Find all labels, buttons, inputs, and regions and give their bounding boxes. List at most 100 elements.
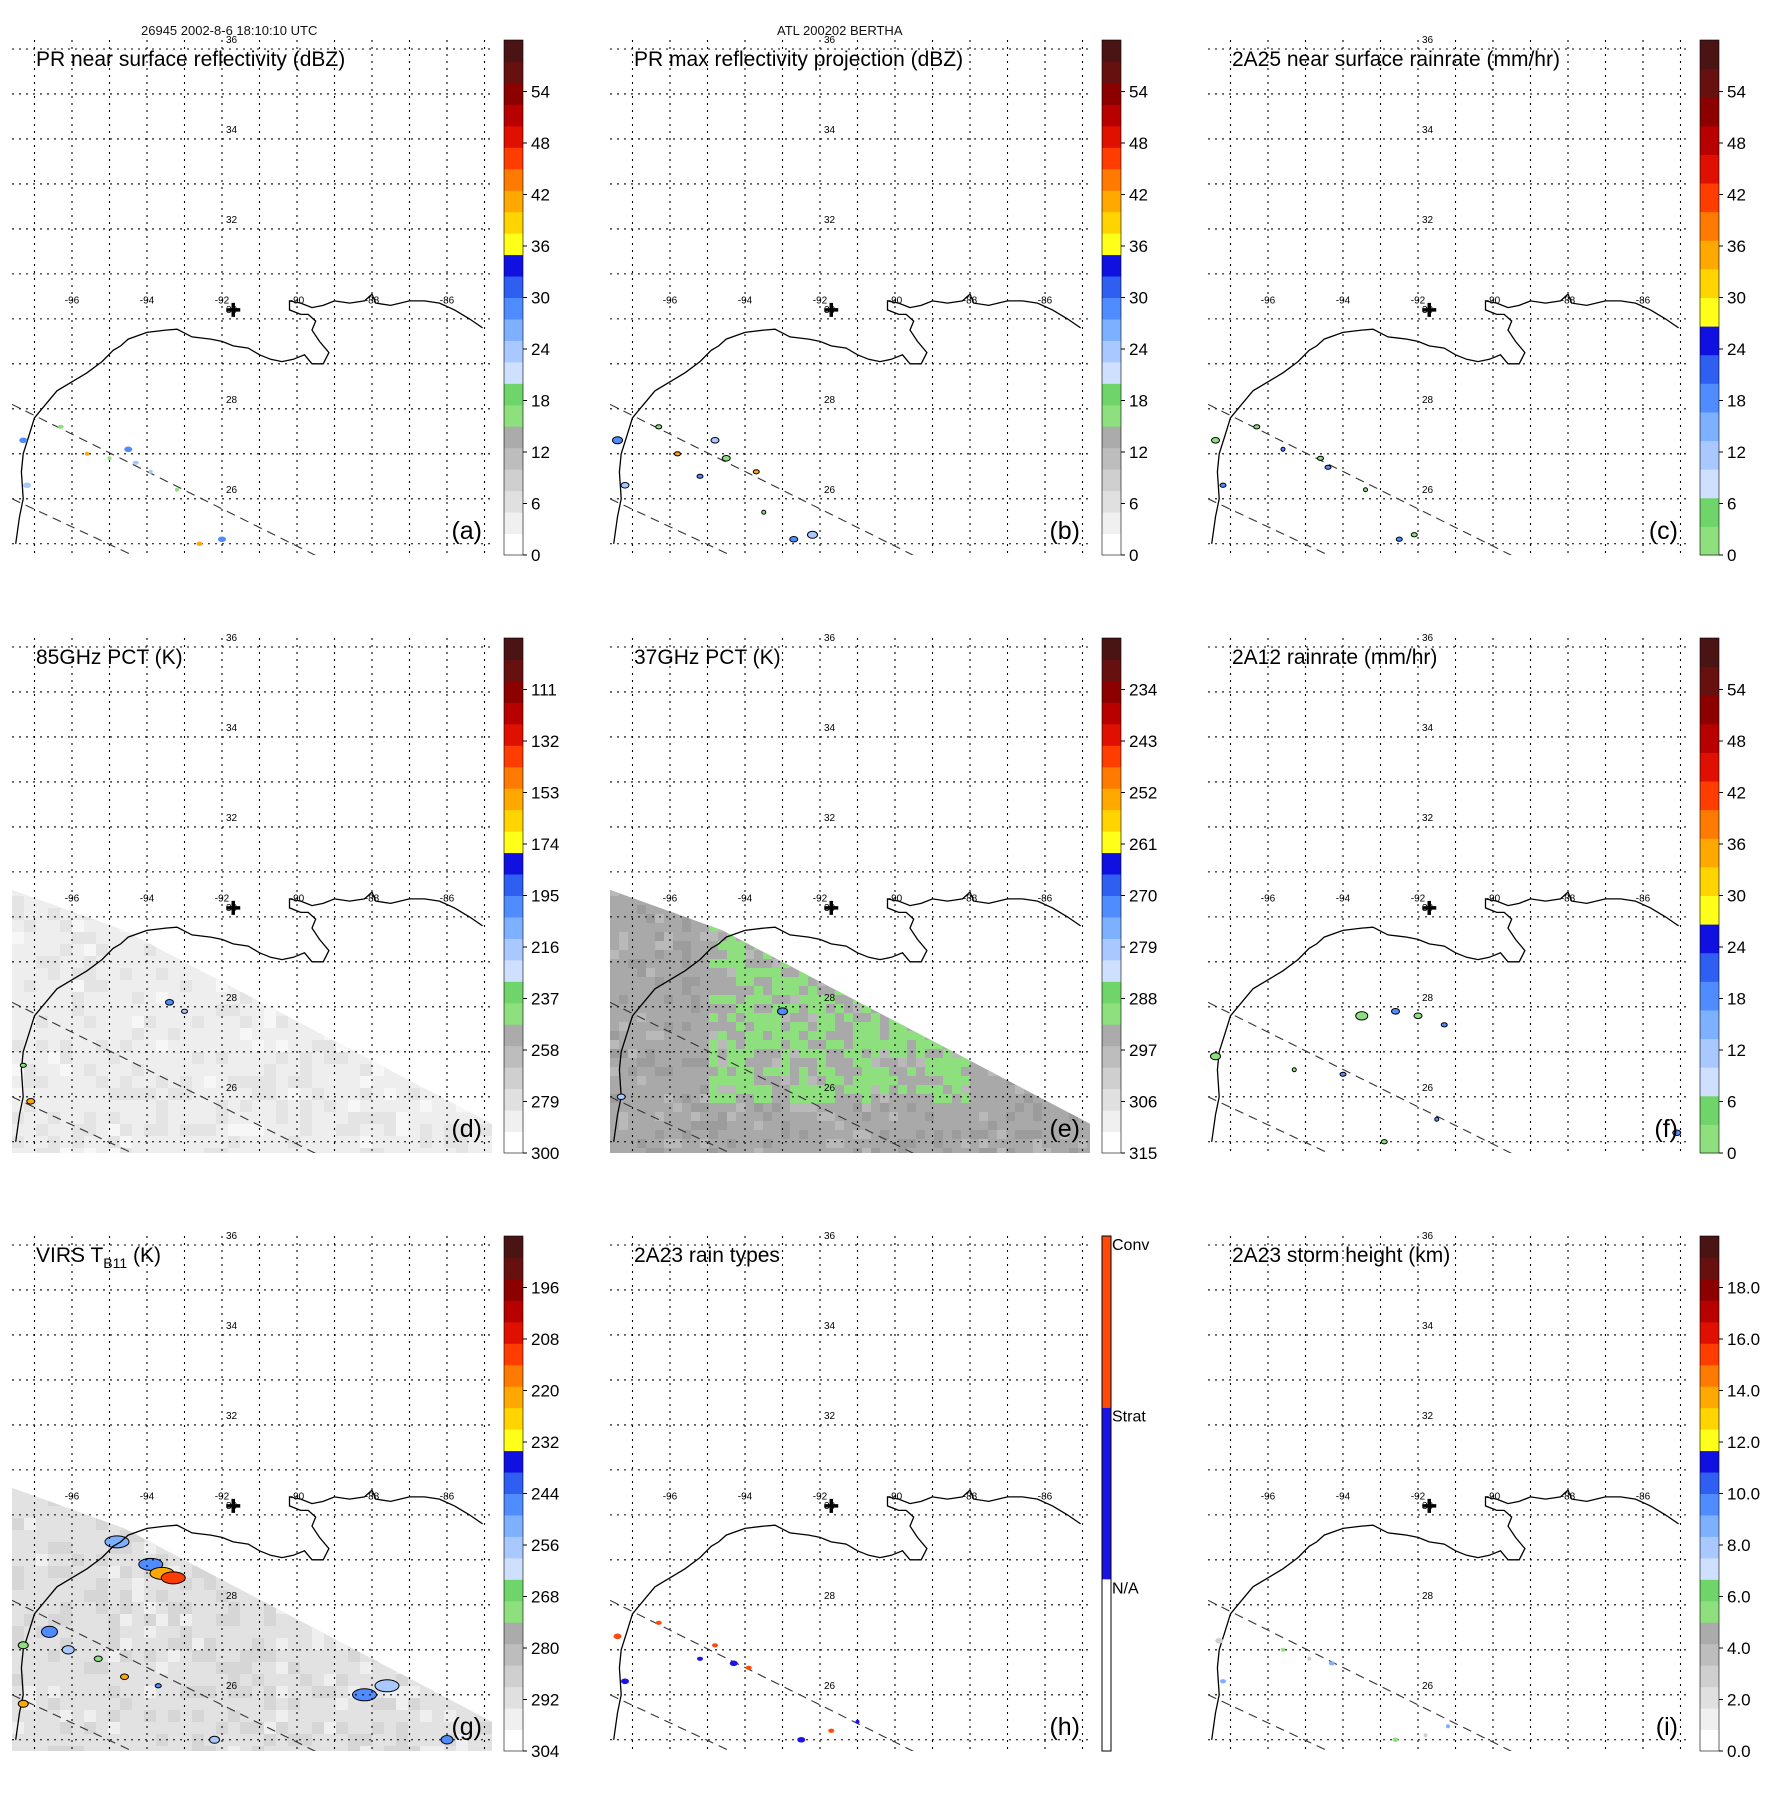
lon-label: -88 bbox=[365, 894, 380, 905]
graticule-g bbox=[12, 1236, 492, 1751]
lat-label: 36 bbox=[226, 35, 238, 46]
colorbar-tick-label: 196 bbox=[531, 1279, 559, 1298]
colorbar-tick-label: 30 bbox=[1129, 289, 1148, 308]
lon-label: -92 bbox=[813, 894, 828, 905]
colorbar-tick-label: 111 bbox=[531, 681, 557, 700]
panel-title: PR near surface reflectivity (dBZ) bbox=[36, 48, 345, 71]
lon-label: -94 bbox=[1336, 894, 1351, 905]
panel-letter: (f) bbox=[1654, 1115, 1678, 1143]
colorbar-h bbox=[1101, 1235, 1112, 1752]
lon-label: -88 bbox=[365, 1492, 380, 1503]
panel-g: -96 -94 -92 -90 -88 -86 36 34 32 30 28 26 VIRS TB11 … bbox=[12, 1231, 559, 1761]
graticule-a bbox=[12, 40, 492, 555]
colorbar-tick-label: N/A bbox=[1112, 1580, 1139, 1597]
colorbar-tick-label: 0 bbox=[1129, 546, 1138, 565]
lat-label: 32 bbox=[226, 1411, 238, 1422]
lon-label: -86 bbox=[440, 894, 455, 905]
precip-cell bbox=[209, 1735, 220, 1744]
lat-label: 28 bbox=[824, 993, 836, 1004]
colorbar-tick-label: 24 bbox=[531, 340, 550, 359]
lon-label: -86 bbox=[1636, 1492, 1651, 1503]
precip-cell bbox=[1211, 437, 1220, 444]
precip-cell bbox=[616, 1093, 626, 1101]
colorbar-tick-label: 8.0 bbox=[1727, 1536, 1751, 1555]
lon-label: -88 bbox=[963, 296, 978, 307]
lon-label: -94 bbox=[738, 296, 753, 307]
panel-title: 2A12 rainrate (mm/hr) bbox=[1232, 646, 1437, 669]
lon-label: -96 bbox=[1261, 296, 1276, 307]
lon-label: -96 bbox=[663, 894, 678, 905]
colorbar-tick-label: Conv bbox=[1112, 1237, 1149, 1254]
precip-cell bbox=[1307, 1656, 1312, 1661]
precip-cell bbox=[85, 451, 89, 456]
colorbar-i bbox=[1699, 1235, 1723, 1752]
cold-cloud-cell bbox=[104, 1535, 130, 1549]
colorbar-tick-label: 54 bbox=[531, 83, 550, 102]
colorbar-tick-label: 30 bbox=[1727, 887, 1746, 906]
storm-center-marker bbox=[1422, 1498, 1437, 1513]
lat-label: 26 bbox=[1422, 1681, 1434, 1692]
coastline bbox=[613, 890, 1081, 1142]
panel-title: 85GHz PCT (K) bbox=[36, 646, 183, 669]
colorbar-tick-label: 42 bbox=[1727, 186, 1746, 205]
pr-swath-edges-g bbox=[12, 1599, 317, 1751]
lon-label: -96 bbox=[663, 296, 678, 307]
pr-swath-edges-a bbox=[12, 403, 317, 555]
panel-title: PR max reflectivity projection (dBZ) bbox=[634, 48, 963, 71]
colorbar-b bbox=[1101, 39, 1125, 556]
lon-label: -94 bbox=[140, 296, 155, 307]
lon-label: -90 bbox=[1486, 894, 1501, 905]
colorbar-tick-label: 6 bbox=[531, 495, 540, 514]
panel-letter: (h) bbox=[1049, 1713, 1080, 1741]
lat-label: 32 bbox=[1422, 1411, 1434, 1422]
lon-label: -94 bbox=[140, 894, 155, 905]
precip-cell bbox=[712, 1643, 718, 1648]
lat-label: 26 bbox=[824, 1083, 836, 1094]
panel-f: -96 -94 -92 -90 -88 -86 36 34 32 30 28 26 2A12 rainr… bbox=[1208, 633, 1746, 1163]
lat-label: 34 bbox=[824, 125, 836, 136]
precip-cell bbox=[1392, 1737, 1399, 1742]
colorbar-tick-label: 42 bbox=[1727, 784, 1746, 803]
precip-cell bbox=[721, 454, 731, 462]
coastline bbox=[15, 292, 483, 544]
colorbar-tick-label: 12 bbox=[1129, 443, 1148, 462]
precip-cell bbox=[797, 1736, 806, 1743]
graticule-h bbox=[610, 1236, 1090, 1751]
lat-label: 32 bbox=[824, 215, 836, 226]
map-area-f bbox=[1208, 638, 1688, 1153]
colorbar-tick-label: 48 bbox=[1727, 732, 1746, 751]
panel-letter: (a) bbox=[451, 517, 482, 545]
precip-cell bbox=[17, 1699, 29, 1708]
storm-center-marker bbox=[824, 900, 839, 915]
precip-cell bbox=[26, 1097, 36, 1105]
colorbar-tick-label: 30 bbox=[1727, 289, 1746, 308]
lat-label: 36 bbox=[824, 35, 836, 46]
lat-label: 36 bbox=[226, 633, 238, 644]
precip-cell bbox=[154, 1683, 162, 1689]
panel-letter: (d) bbox=[451, 1115, 482, 1143]
colorbar-tick-label: 132 bbox=[531, 732, 559, 751]
precip-cell bbox=[57, 424, 64, 429]
lon-label: -96 bbox=[1261, 1492, 1276, 1503]
panel-b: -96 -94 -92 -90 -88 -86 36 34 32 30 28 26 PR max ref… bbox=[610, 35, 1148, 565]
colorbar-tick-label: 174 bbox=[531, 835, 559, 854]
colorbar-tick-label: 24 bbox=[1727, 340, 1746, 359]
lat-label: 30 bbox=[1422, 305, 1434, 316]
precip-cell bbox=[1446, 1724, 1450, 1729]
lat-label: 28 bbox=[226, 1591, 238, 1602]
colorbar-tick-label: 279 bbox=[531, 1093, 559, 1112]
colorbar-tick-label: 14.0 bbox=[1727, 1382, 1760, 1401]
graticule-e bbox=[610, 638, 1090, 1153]
colorbar-tick-label: 258 bbox=[531, 1041, 559, 1060]
precip-cell bbox=[132, 460, 139, 465]
precip-cell bbox=[440, 1735, 454, 1745]
precip-cell bbox=[807, 530, 818, 539]
lat-label: 36 bbox=[1422, 633, 1434, 644]
panel-c: -96 -94 -92 -90 -88 -86 36 34 32 30 28 26 2A25 near … bbox=[1208, 35, 1746, 565]
lat-label: 32 bbox=[1422, 813, 1434, 824]
lon-label: -96 bbox=[663, 1492, 678, 1503]
colorbar-tick-label: 12 bbox=[531, 443, 550, 462]
colorbar-tick-label: 36 bbox=[531, 237, 550, 256]
precip-cell bbox=[697, 1656, 703, 1661]
coastline bbox=[613, 292, 1081, 544]
